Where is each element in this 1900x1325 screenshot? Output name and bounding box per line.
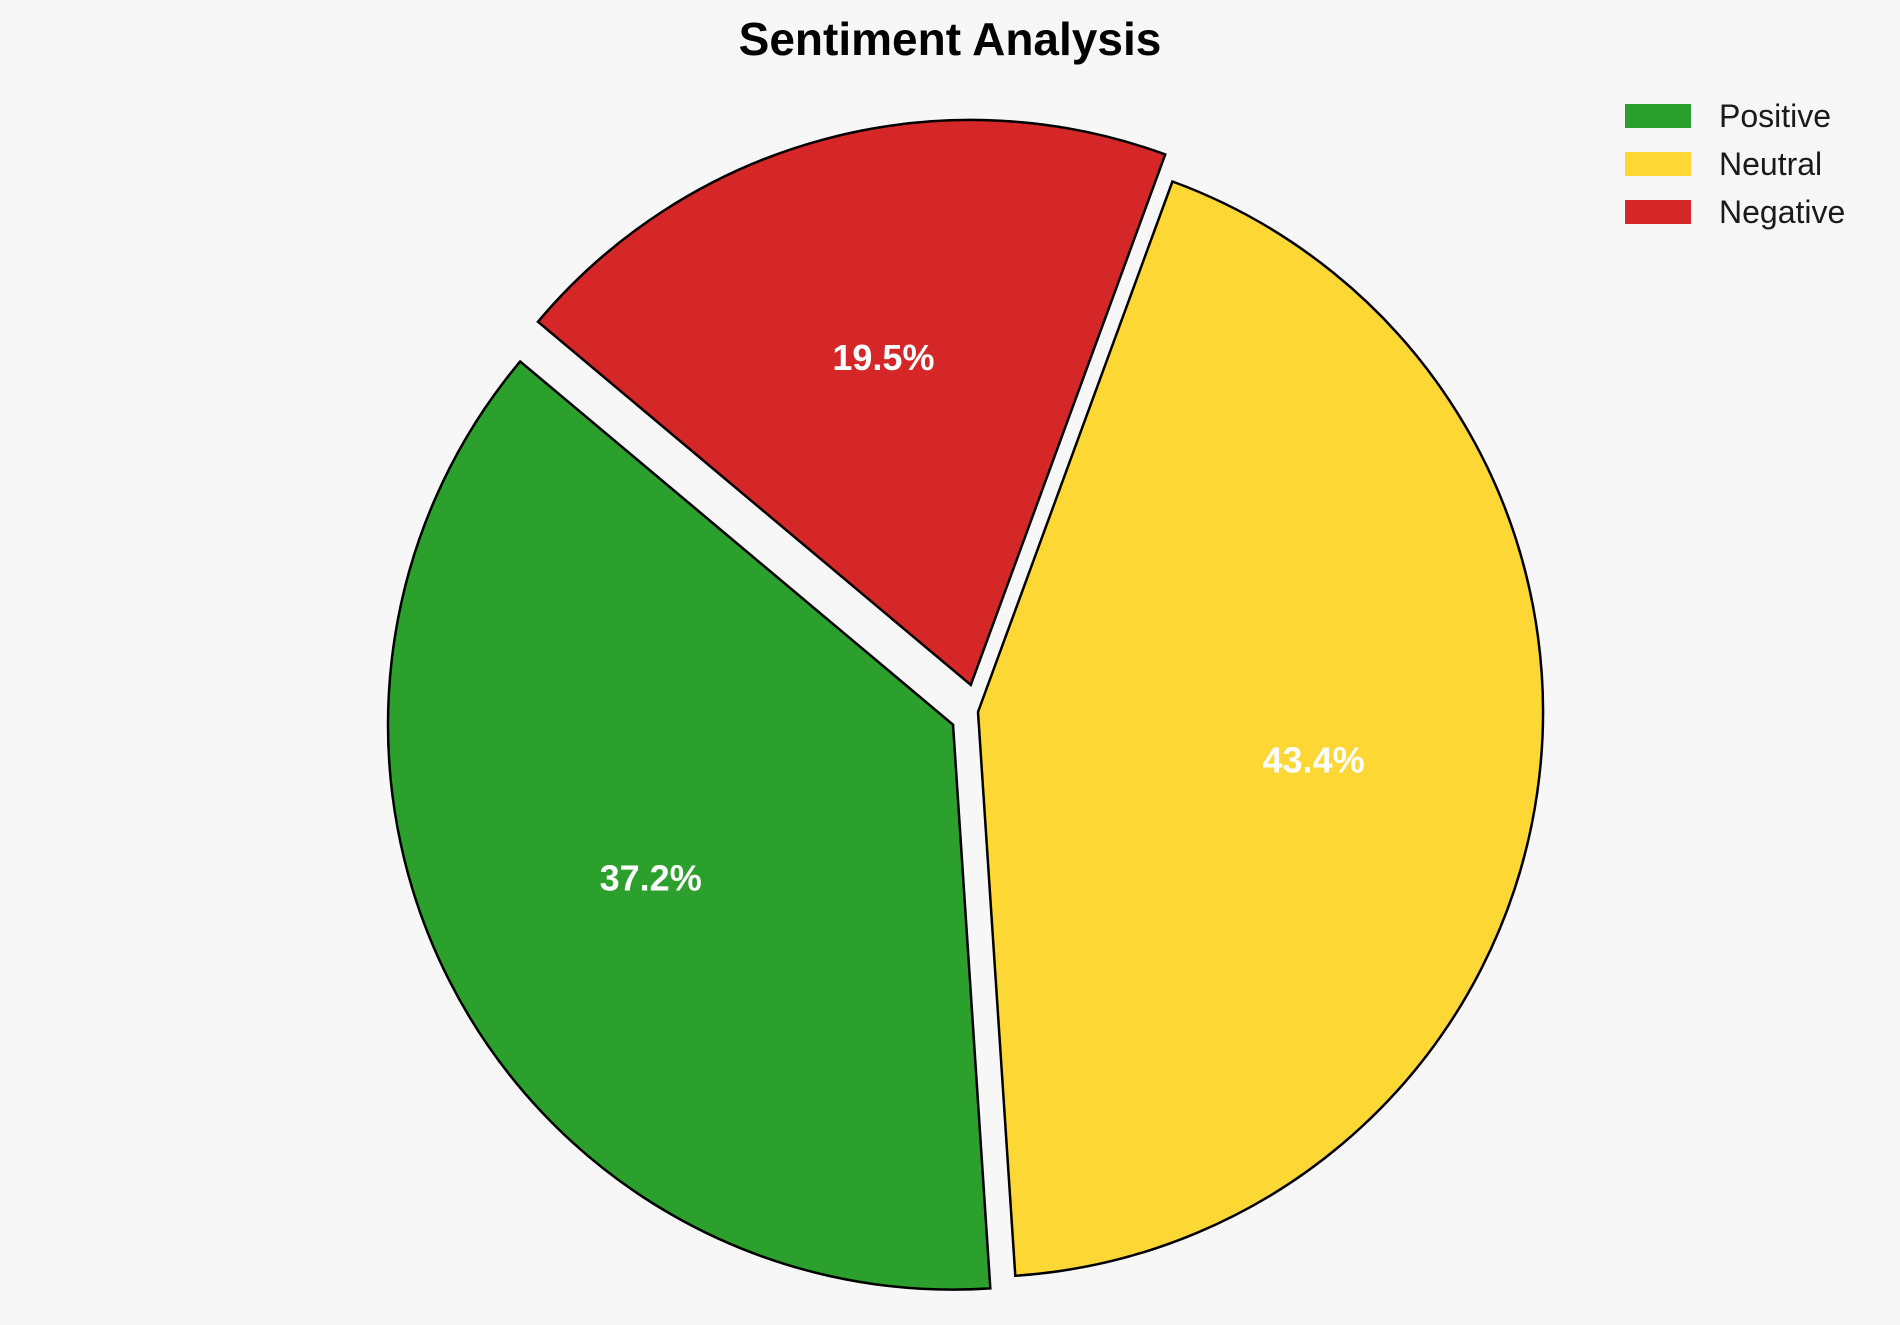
- slice-label-negative: 19.5%: [832, 337, 934, 378]
- legend-label-positive: Positive: [1719, 98, 1831, 134]
- pie-slice-negative: [536, 118, 1167, 688]
- legend-swatch-negative: [1625, 200, 1691, 224]
- chart-title: Sentiment Analysis: [739, 13, 1162, 65]
- pie-slice-positive: [386, 359, 992, 1291]
- slice-label-positive: 37.2%: [600, 858, 702, 899]
- legend-label-neutral: Neutral: [1719, 146, 1822, 182]
- pie-slice-labels: 37.2% 43.4% 19.5%: [600, 337, 1365, 899]
- legend-swatch-positive: [1625, 104, 1691, 128]
- pie-slices: [386, 118, 1545, 1291]
- legend: Positive Neutral Negative: [1625, 98, 1845, 230]
- slice-label-neutral: 43.4%: [1263, 740, 1365, 781]
- pie-slice-neutral: [976, 179, 1545, 1278]
- legend-swatch-neutral: [1625, 152, 1691, 176]
- legend-label-negative: Negative: [1719, 194, 1845, 230]
